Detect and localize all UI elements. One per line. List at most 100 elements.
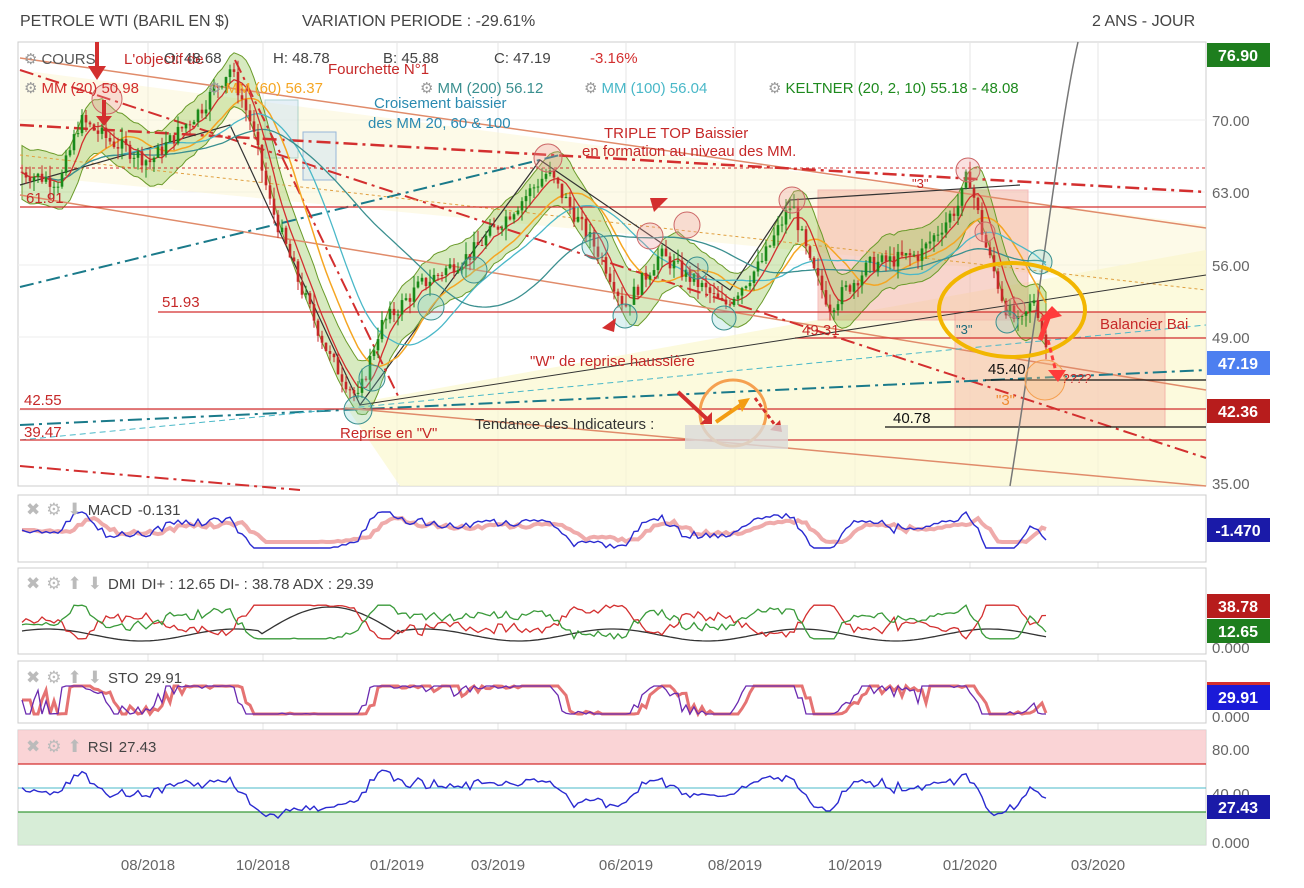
- legend-keltner-row: ⚙ KELTNER (20, 2, 10) 55.18 - 48.08: [768, 79, 1019, 97]
- annotation-v-reprise: Reprise en "V": [340, 425, 437, 442]
- gear-icon[interactable]: ⚙: [584, 80, 598, 97]
- candle-body: [24, 172, 28, 178]
- candle-body: [708, 287, 712, 294]
- arrow-up-icon[interactable]: ⬆: [67, 737, 82, 756]
- legend-low: B: 45.88: [383, 50, 439, 67]
- arrow-down-icon[interactable]: ⬇: [87, 574, 102, 593]
- candle-body: [244, 99, 248, 111]
- candle-body: [788, 208, 792, 211]
- candle-body: [204, 109, 208, 114]
- candle-body: [36, 173, 40, 177]
- triple-top-box: [817, 189, 1029, 321]
- candle-body: [828, 304, 832, 313]
- rsi-value: 27.43: [118, 738, 157, 756]
- close-icon[interactable]: ✖: [26, 574, 41, 593]
- candle-body: [20, 171, 24, 173]
- candle-body: [896, 251, 900, 267]
- candle-body: [532, 187, 536, 189]
- candle-body: [848, 285, 852, 292]
- annotation-question: ????: [1062, 371, 1092, 386]
- gear-icon[interactable]: ⚙: [420, 80, 434, 97]
- rsi-panel: 80.00 40.00 27.43 0.000: [17, 729, 1270, 852]
- level-labels: 61.91 51.93 49.31 42.55 39.47 45.40 40.7…: [24, 190, 1026, 441]
- gear-icon[interactable]: ⚙: [46, 574, 62, 593]
- candle-body: [760, 260, 764, 262]
- candle-body: [176, 126, 180, 144]
- annotation-objectif: L'objectif de: [124, 51, 204, 68]
- gear-icon[interactable]: ⚙: [46, 737, 62, 756]
- candle-body: [748, 282, 752, 287]
- candle-body: [800, 229, 804, 231]
- candle-body: [188, 124, 192, 126]
- candle-body: [104, 127, 108, 138]
- gear-icon[interactable]: ⚙: [24, 51, 38, 68]
- candle-body: [956, 205, 960, 216]
- candle-body: [308, 293, 312, 305]
- gear-icon[interactable]: ⚙: [768, 80, 782, 97]
- close-icon[interactable]: ✖: [26, 737, 41, 756]
- arrow-up-icon[interactable]: ⬆: [67, 574, 82, 593]
- candle-body: [652, 270, 656, 276]
- candle-body: [252, 121, 256, 132]
- candle-body: [64, 155, 68, 174]
- arrow-up-icon[interactable]: ⬆: [67, 668, 82, 687]
- dmi-badge-top: 38.78: [1218, 599, 1258, 616]
- gear-icon[interactable]: ⚙: [24, 80, 38, 97]
- candle-body: [380, 319, 384, 340]
- candle-body: [224, 77, 228, 87]
- candle-body: [752, 271, 756, 283]
- gear-icon[interactable]: ⚙: [208, 80, 222, 97]
- candle-body: [288, 243, 292, 258]
- candle-body: [644, 272, 648, 280]
- candle-body: [556, 177, 560, 184]
- candle-body: [468, 254, 472, 260]
- legend-keltner: KELTNER (20, 2, 10) 55.18 - 48.08: [785, 80, 1019, 97]
- candle-body: [428, 281, 432, 287]
- level-4255: 42.55: [24, 392, 62, 409]
- arrow-down-icon[interactable]: ⬇: [67, 500, 82, 519]
- candle-body: [704, 282, 708, 288]
- candle-body: [192, 121, 196, 125]
- legend-mm20-row: ⚙ MM (20) 50.98: [24, 79, 139, 97]
- candle-body: [588, 232, 592, 238]
- candle-body: [132, 157, 136, 159]
- candle-body: [820, 275, 824, 291]
- di-minus-line: [21, 604, 1047, 640]
- candle-body: [68, 150, 72, 156]
- candle-body: [612, 281, 616, 292]
- candle-body: [884, 255, 888, 262]
- dmi-panel: 38.78 12.65 0.000: [17, 567, 1270, 657]
- x-tick-label: 10/2018: [236, 857, 290, 874]
- pattern-circles: [91, 83, 1087, 448]
- candle-body: [572, 207, 576, 222]
- candle-body: [384, 319, 388, 321]
- candle-body: [516, 210, 520, 215]
- candle-body: [88, 122, 92, 125]
- close-icon[interactable]: ✖: [26, 668, 41, 687]
- candle-body: [396, 314, 400, 316]
- candle-body: [456, 270, 460, 273]
- variation-label: VARIATION PERIODE : -29.61%: [302, 13, 536, 30]
- legend-mm60: MM (60) 56.37: [225, 80, 323, 97]
- candle-body: [1040, 317, 1044, 335]
- candle-body: [420, 277, 424, 282]
- macd-badge: -1.470: [1215, 523, 1260, 540]
- candle-body: [580, 216, 584, 219]
- candle-body: [324, 342, 328, 352]
- candle-body: [988, 247, 992, 256]
- close-icon[interactable]: ✖: [26, 500, 41, 519]
- candle-body: [108, 137, 112, 142]
- candle-body: [932, 235, 936, 242]
- gear-icon[interactable]: ⚙: [46, 500, 62, 519]
- gear-icon[interactable]: ⚙: [46, 668, 62, 687]
- arrow-down-icon[interactable]: ⬇: [87, 668, 102, 687]
- candle-body: [492, 226, 496, 228]
- annotation-three-a: "3": [912, 176, 929, 191]
- candle-body: [444, 268, 448, 275]
- level-4540: 45.40: [988, 361, 1026, 378]
- macd-line: [21, 510, 1047, 549]
- candle-body: [584, 218, 588, 238]
- candle-body: [316, 320, 320, 336]
- candle-body: [164, 142, 168, 155]
- candle-body: [416, 281, 420, 288]
